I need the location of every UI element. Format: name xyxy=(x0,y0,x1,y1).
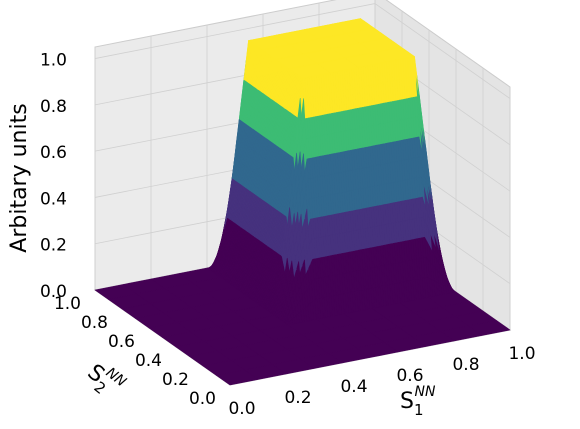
y-tick-label: 0.2 xyxy=(162,370,189,390)
x-label-sub: 1 xyxy=(414,401,424,419)
z-tick-label: 0.0 xyxy=(40,282,67,302)
surface xyxy=(94,18,511,386)
grid-line xyxy=(94,3,376,59)
y-tick-label: 0.8 xyxy=(81,313,108,333)
y-axis-label: S2NN xyxy=(80,356,130,405)
x-tick-label: 0.8 xyxy=(452,355,479,375)
grid-line xyxy=(374,3,511,99)
z-axis-label: Arbitary units xyxy=(7,103,32,252)
x-tick-label: 1.0 xyxy=(508,344,535,364)
x-tick-label: 0.2 xyxy=(284,388,311,408)
surface-face xyxy=(216,369,259,386)
y-tick-label: 0.6 xyxy=(108,332,135,352)
x-tick-label: 0.6 xyxy=(396,366,423,386)
y-tick-label: 0.4 xyxy=(135,351,162,371)
z-tick-label: 0.4 xyxy=(40,189,67,209)
x-tick-label: 0.4 xyxy=(340,377,367,397)
z-tick-label: 0.8 xyxy=(40,97,67,117)
x-axis-label: S1NN xyxy=(400,384,436,419)
y-tick-label: 1.0 xyxy=(54,294,81,314)
x-label-sup: NN xyxy=(415,384,436,400)
z-tick-label: 0.6 xyxy=(40,143,67,163)
z-tick-label: 1.0 xyxy=(40,51,67,71)
y-tick-label: 0.0 xyxy=(189,389,216,409)
x-label-text: S xyxy=(400,389,414,414)
x-tick-label: 0.0 xyxy=(228,399,255,419)
z-tick-label: 0.2 xyxy=(40,236,67,256)
labels: 0.00.20.40.60.81.00.00.20.40.60.81.00.00… xyxy=(40,51,536,419)
